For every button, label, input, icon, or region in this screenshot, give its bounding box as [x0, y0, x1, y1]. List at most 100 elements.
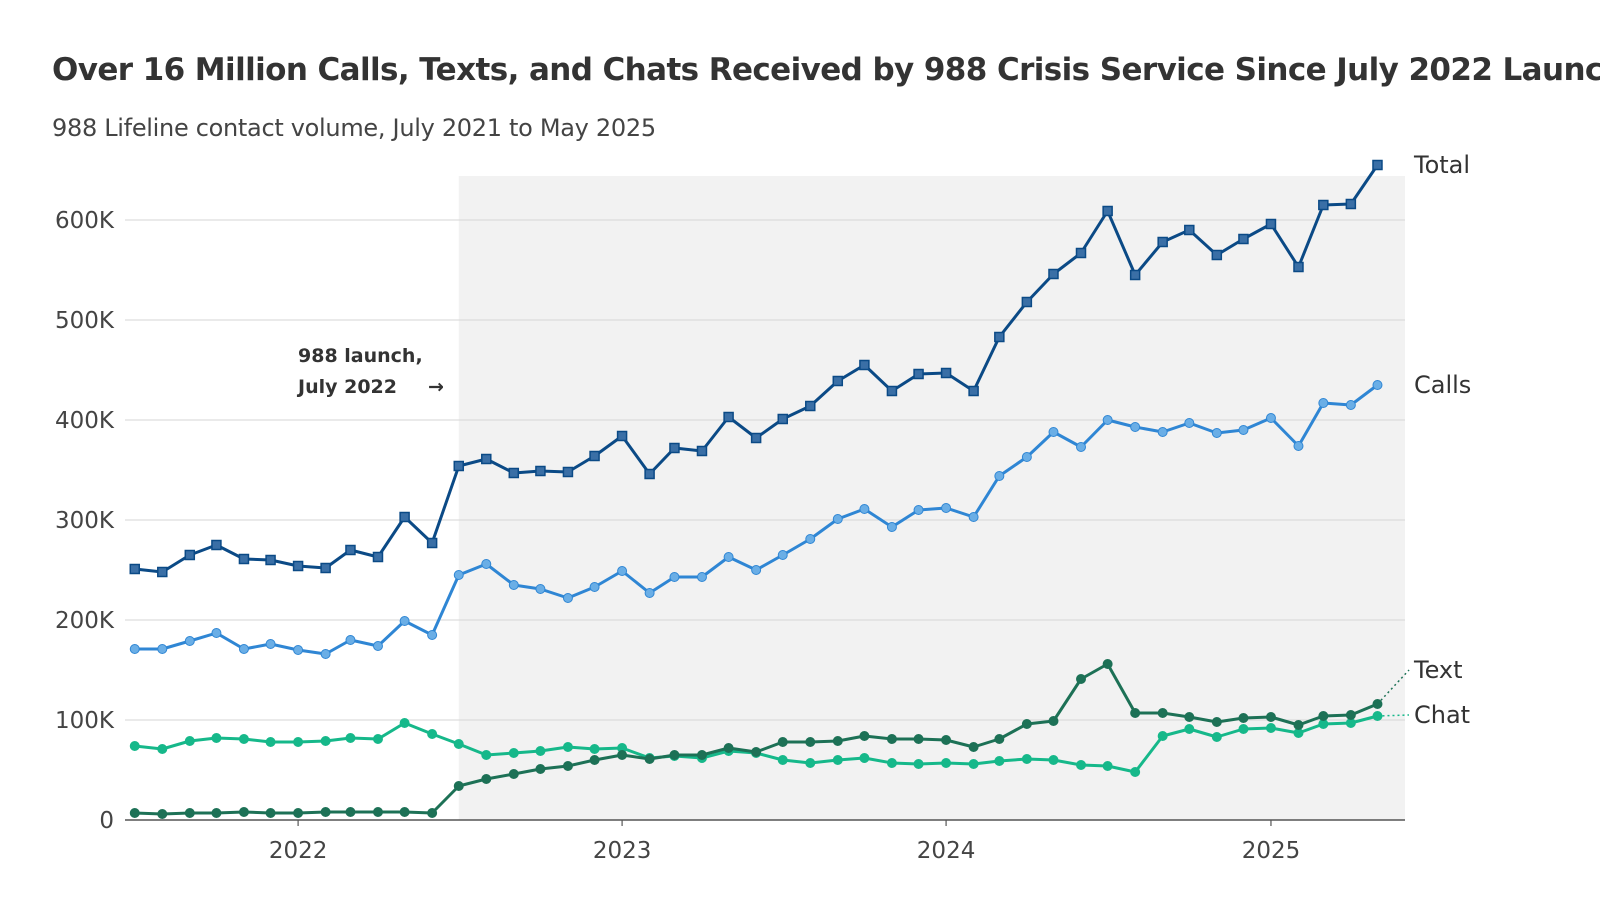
data-point — [184, 808, 195, 818]
data-point — [1184, 724, 1195, 734]
y-tick-label: 600K — [55, 208, 115, 234]
data-point — [129, 808, 140, 818]
data-point — [453, 781, 464, 791]
data-point — [1076, 760, 1087, 770]
data-point — [293, 808, 304, 818]
data-point — [293, 737, 304, 747]
series-labels: Total Calls Text Chat — [1376, 151, 1471, 729]
data-point — [481, 750, 492, 760]
data-point — [968, 742, 979, 752]
data-point — [427, 729, 438, 739]
data-point — [1129, 269, 1141, 281]
data-point — [723, 552, 734, 562]
y-tick-label: 500K — [55, 308, 115, 334]
x-tick-label: 2023 — [593, 838, 652, 864]
data-point — [453, 570, 464, 580]
data-point — [1211, 732, 1222, 742]
data-point — [427, 630, 438, 640]
data-point — [1318, 398, 1329, 408]
data-point — [157, 566, 168, 578]
axes: 0 100K 200K 300K 400K 500K 600K 2022 2023 2024 202… — [55, 208, 1405, 864]
chart-subtitle: 988 Lifeline contact volume, July 2021 t… — [52, 114, 656, 142]
data-point — [832, 755, 843, 765]
data-point — [913, 759, 924, 769]
y-tick-label: 100K — [55, 708, 115, 734]
data-point — [644, 754, 655, 764]
data-point — [1265, 218, 1277, 230]
data-point — [1238, 233, 1249, 245]
y-tick-label: 200K — [55, 608, 115, 634]
data-point — [1293, 441, 1304, 451]
data-point — [832, 736, 843, 746]
data-point — [1293, 261, 1304, 273]
data-point — [696, 572, 707, 582]
data-point — [859, 731, 870, 741]
data-point — [941, 735, 952, 745]
data-point — [644, 588, 655, 598]
data-point — [399, 616, 410, 626]
data-point — [265, 639, 276, 649]
post-launch-shading — [458, 176, 1405, 820]
series-label-calls: Calls — [1414, 371, 1471, 399]
data-point — [696, 445, 708, 457]
data-point — [1345, 400, 1356, 410]
data-point — [805, 758, 816, 768]
data-point — [1130, 708, 1141, 718]
y-tick-label: 0 — [99, 808, 114, 834]
data-point — [293, 645, 304, 655]
data-point — [644, 468, 655, 480]
data-point — [1372, 159, 1383, 171]
data-point — [1021, 754, 1032, 764]
data-point — [399, 718, 410, 728]
series-calls — [129, 380, 1383, 659]
data-point — [345, 733, 356, 743]
data-point — [508, 769, 519, 779]
data-point — [1102, 205, 1113, 217]
data-point — [1076, 442, 1087, 452]
data-point — [265, 737, 276, 747]
data-point — [1265, 723, 1276, 733]
data-point — [184, 736, 195, 746]
data-point — [481, 559, 492, 569]
series-label-chat: Chat — [1414, 701, 1470, 729]
data-point — [372, 807, 383, 817]
data-point — [508, 580, 519, 590]
data-point — [345, 807, 356, 817]
data-point — [805, 737, 816, 747]
data-point — [1157, 427, 1168, 437]
data-point — [562, 742, 573, 752]
data-point — [399, 511, 410, 523]
data-point — [129, 644, 140, 654]
chart-title: Over 16 Million Calls, Texts, and Chats … — [52, 52, 1600, 88]
series-text — [129, 659, 1383, 819]
data-point — [481, 774, 492, 784]
data-point — [589, 744, 600, 754]
y-tick-label: 300K — [55, 508, 115, 534]
data-point — [1238, 724, 1249, 734]
data-point — [1318, 199, 1329, 211]
data-point — [320, 736, 331, 746]
data-point — [1048, 755, 1059, 765]
data-point — [777, 737, 788, 747]
data-point — [1102, 415, 1113, 425]
data-point — [832, 514, 843, 524]
data-point — [1130, 422, 1141, 432]
data-point — [129, 741, 140, 751]
data-point — [994, 331, 1005, 343]
data-point — [617, 566, 628, 576]
shaded-region — [458, 176, 1405, 820]
x-tick-label: 2025 — [1242, 838, 1301, 864]
data-point — [292, 560, 304, 572]
data-point — [1075, 247, 1087, 259]
data-point — [589, 582, 600, 592]
data-point — [886, 734, 897, 744]
data-point — [238, 734, 249, 744]
data-point — [1184, 418, 1195, 428]
data-point — [157, 644, 168, 654]
data-point — [1048, 716, 1059, 726]
data-point — [669, 750, 680, 760]
data-point — [372, 551, 384, 563]
data-point — [535, 584, 546, 594]
data-point — [211, 628, 222, 638]
